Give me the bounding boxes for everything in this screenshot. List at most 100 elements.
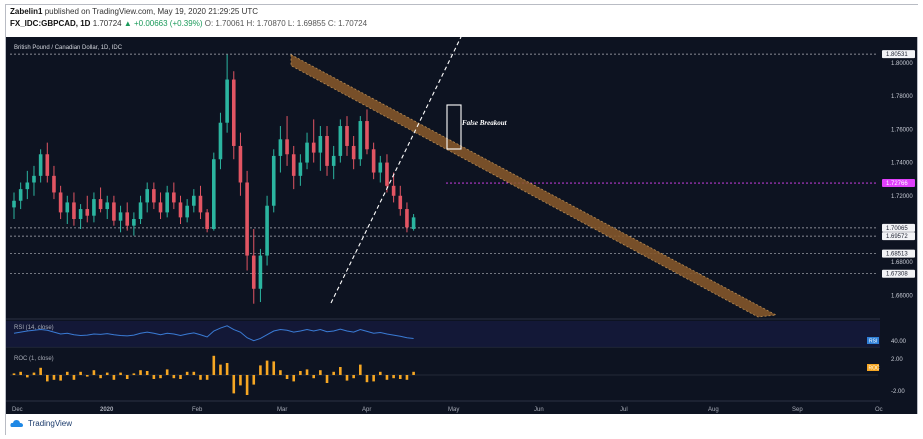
- roc-bar: [179, 375, 182, 379]
- price-tick-label: 1.80000: [891, 61, 913, 67]
- candle-body: [172, 192, 176, 203]
- published-text: published on TradingView.com, May 19, 20…: [44, 7, 259, 16]
- candle-body: [212, 159, 216, 229]
- candle-body: [132, 219, 136, 226]
- roc-bar: [105, 372, 109, 375]
- symbol-label: FX_IDC:GBPCAD, 1D: [10, 19, 91, 28]
- level-price-badge: [882, 50, 915, 59]
- annotations: False Breakout: [330, 37, 508, 304]
- candle-body: [278, 139, 283, 156]
- false-breakout-label: False Breakout: [462, 119, 508, 127]
- roc-bar: [165, 369, 169, 375]
- candle-body: [338, 126, 343, 156]
- resistance-price-badge: [882, 179, 915, 188]
- publish-line: Zabelin1 published on TradingView.com, M…: [10, 7, 258, 16]
- roc-bar: [205, 375, 209, 380]
- candle-body: [38, 154, 43, 176]
- price-tick-label: 1.66000: [891, 293, 913, 299]
- tradingview-footer: TradingView: [6, 414, 919, 436]
- roc-bar: [65, 371, 69, 375]
- roc-bar: [79, 371, 82, 375]
- roc-bar: [252, 375, 256, 385]
- candle-body: [398, 195, 403, 210]
- candle-body: [78, 209, 83, 220]
- candle-body: [358, 121, 363, 160]
- chart-area[interactable]: British Pound / Canadian Dollar, 1D, IDC…: [6, 37, 917, 414]
- candle-body: [391, 185, 396, 196]
- roc-bar: [379, 371, 382, 375]
- rsi-badge-label: RSI: [869, 339, 877, 345]
- candle-body: [98, 199, 103, 210]
- false-breakout-box: [446, 104, 462, 150]
- roc-bar: [332, 371, 335, 375]
- candle-body: [345, 126, 349, 146]
- roc-bar: [39, 367, 42, 375]
- roc-bar: [26, 375, 29, 378]
- roc-tick-label: -2.00: [891, 389, 905, 395]
- candle-body: [251, 255, 256, 289]
- candle-body: [85, 209, 90, 216]
- price-badge-label: 1.67308: [886, 272, 908, 278]
- roc-bar: [285, 375, 289, 379]
- roc-tick-label: 2.00: [891, 357, 903, 363]
- level-price-badge: [882, 249, 915, 258]
- candle-body: [331, 155, 336, 166]
- publish-header: Zabelin1 published on TradingView.com, M…: [6, 5, 919, 37]
- price-axis: 1.660001.680001.700001.720001.740001.760…: [880, 37, 917, 414]
- price-badge-label: 1.80531: [886, 52, 908, 58]
- roc-bar: [152, 375, 156, 379]
- rsi-pane: RSI (14, close) RSI 40.00: [6, 321, 907, 347]
- candle-body: [371, 149, 376, 173]
- candle-body: [65, 202, 70, 213]
- roc-bar: [192, 371, 196, 375]
- candle-body: [325, 135, 329, 166]
- publisher-name[interactable]: Zabelin1: [10, 7, 43, 16]
- roc-bar: [59, 375, 62, 381]
- candle-body: [185, 205, 189, 218]
- roc-bar: [19, 371, 22, 375]
- roc-bar: [112, 375, 116, 380]
- candle-body: [72, 202, 76, 220]
- price-badge-label: 1.69572: [886, 234, 908, 240]
- roc-bar: [372, 375, 375, 382]
- roc-bar: [99, 375, 102, 379]
- roc-bar: [52, 375, 56, 380]
- candle-body: [138, 202, 143, 220]
- time-tick-label: May: [448, 407, 459, 413]
- candle-body: [125, 212, 130, 226]
- roc-bar: [412, 371, 415, 375]
- roc-bar: [145, 371, 149, 375]
- roc-label: ROC (1, close): [14, 356, 54, 362]
- roc-bar: [339, 367, 342, 375]
- candle-body: [311, 142, 316, 153]
- candle-body: [105, 202, 110, 210]
- last-price: 1.70724: [92, 19, 122, 28]
- candle-body: [158, 202, 163, 213]
- roc-bar: [345, 375, 349, 381]
- candle-body: [265, 205, 269, 256]
- candle-body: [205, 212, 209, 229]
- time-tick-label: 2020: [100, 407, 114, 413]
- roc-bar: [392, 375, 395, 379]
- roc-bar: [12, 373, 16, 375]
- roc-bar: [139, 370, 142, 375]
- price-tick-label: 1.78000: [891, 94, 913, 100]
- candle-body: [192, 195, 196, 206]
- roc-bar: [292, 375, 296, 382]
- candle-body: [238, 145, 243, 183]
- roc-bar: [245, 375, 249, 395]
- roc-bar: [32, 372, 36, 375]
- roc-bar: [132, 373, 136, 375]
- roc-bar: [199, 375, 202, 380]
- time-tick-label: Jun: [534, 407, 544, 413]
- roc-bar: [172, 375, 176, 379]
- rsi-background: [6, 321, 880, 347]
- roc-bar: [185, 371, 189, 375]
- tradingview-logo[interactable]: TradingView: [10, 419, 72, 428]
- roc-bar: [92, 370, 96, 375]
- price-badge-label: 1.68513: [886, 252, 908, 258]
- rsi-line: [13, 325, 414, 342]
- candle-body: [45, 154, 50, 176]
- time-tick-label: Dec: [12, 407, 23, 413]
- cloud-icon: [10, 420, 23, 427]
